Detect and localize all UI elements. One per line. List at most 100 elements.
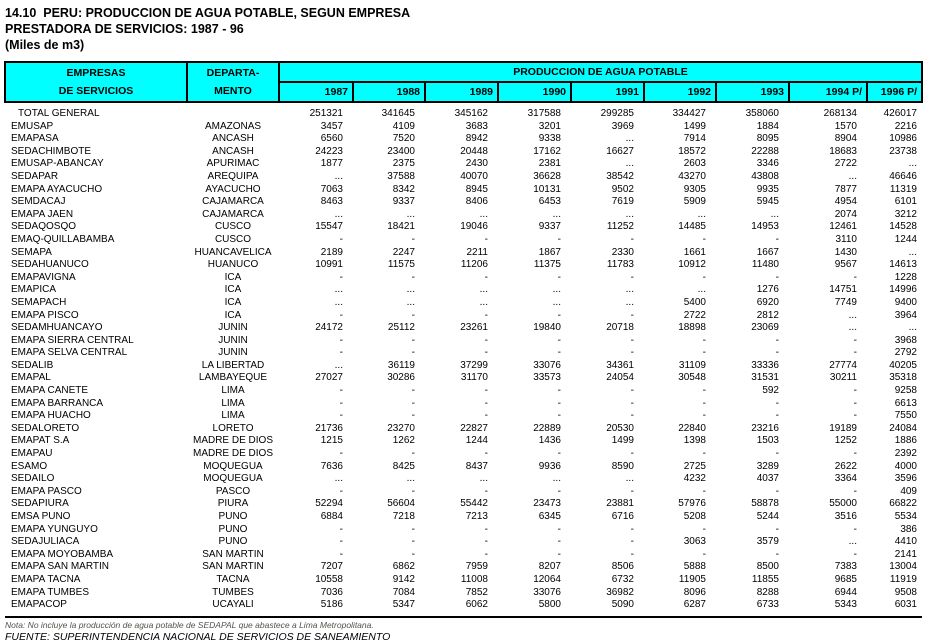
value-cell: 24054 xyxy=(606,372,634,384)
value-cell: 23881 xyxy=(606,498,634,510)
value-cell: 36982 xyxy=(606,586,634,598)
value-cell: 386 xyxy=(900,523,917,535)
value-cell: 3110 xyxy=(835,233,857,245)
value-cell: - xyxy=(484,385,488,397)
empresa-cell: EMUSAP-ABANCAY xyxy=(11,158,104,170)
value-cell: 3683 xyxy=(465,120,488,132)
value-cell: - xyxy=(557,410,561,422)
empresa-cell: EMAPA MOYOBAMBA xyxy=(11,548,114,560)
value-cell: 4410 xyxy=(894,536,917,548)
value-cell: - xyxy=(853,410,857,422)
value-cell: ... xyxy=(334,284,343,296)
departamento-cell: ANCASH xyxy=(212,133,254,145)
empresa-cell: EMSA PUNO xyxy=(11,511,71,522)
value-cell: 4954 xyxy=(834,196,857,208)
value-cell: - xyxy=(853,334,857,346)
value-cell: 6944 xyxy=(834,586,857,598)
value-cell: 33076 xyxy=(533,586,561,598)
departamento-cell: UCAYALI xyxy=(187,599,279,618)
value-cell: 6920 xyxy=(756,296,779,308)
column-header-empresas-line2: DE SERVICIOS xyxy=(58,85,134,97)
value-cell: ... xyxy=(848,309,857,321)
value-cell: ... xyxy=(848,536,857,548)
value-cell: 3969 xyxy=(611,120,634,132)
value-cell: 9337 xyxy=(392,196,415,208)
empresa-cell: EMAPAL xyxy=(11,372,51,384)
departamento-cell: AREQUIPA xyxy=(207,170,259,182)
value-cell: 6062 xyxy=(425,599,498,618)
value-cell: 7036 xyxy=(320,586,343,598)
value-cell: 10991 xyxy=(315,259,343,271)
value-cell: ... xyxy=(697,284,706,296)
value-cell: - xyxy=(630,448,634,460)
value-cell: - xyxy=(339,536,343,548)
value-cell: 1276 xyxy=(756,284,779,296)
value-cell: 1503 xyxy=(756,435,779,447)
value-cell: 7550 xyxy=(894,410,917,422)
value-cell: - xyxy=(702,233,706,245)
value-cell: 7619 xyxy=(611,196,634,208)
empresa-cell: SEDAILO xyxy=(11,473,55,485)
value-cell: 334427 xyxy=(672,108,706,119)
value-cell: 9567 xyxy=(834,259,857,271)
value-cell: - xyxy=(853,397,857,409)
empresa-cell: SEDALIB xyxy=(11,359,54,371)
value-cell: - xyxy=(775,347,779,359)
value-cell: 341645 xyxy=(381,108,415,119)
departamento-cell: TACNA xyxy=(216,573,250,585)
value-cell: 23069 xyxy=(751,322,779,334)
empresa-cell: EMAQ-QUILLABAMBA xyxy=(11,233,115,245)
value-cell: - xyxy=(339,523,343,535)
value-cell: ... xyxy=(697,208,706,220)
value-cell: 14996 xyxy=(889,284,917,296)
value-cell: 11480 xyxy=(751,259,779,271)
value-cell: - xyxy=(775,397,779,409)
value-cell: 14613 xyxy=(889,259,917,271)
value-cell: 7207 xyxy=(320,561,343,573)
empresa-cell: EMAPA SIERRA CENTRAL xyxy=(11,334,134,346)
departamento-cell: LORETO xyxy=(212,422,254,434)
value-cell: 23473 xyxy=(533,498,561,510)
value-cell: 24172 xyxy=(315,322,343,334)
value-cell: - xyxy=(775,334,779,346)
value-cell: 8288 xyxy=(756,586,779,598)
year-header: 1987 xyxy=(278,81,354,103)
value-cell: 18421 xyxy=(387,221,415,233)
value-cell: ... xyxy=(552,296,561,308)
departamento-cell: PIURA xyxy=(217,498,249,510)
value-cell: - xyxy=(411,548,415,560)
value-cell: 5888 xyxy=(683,561,706,573)
value-cell: 23738 xyxy=(889,145,917,157)
empresa-cell: EMAPAVIGNA xyxy=(11,271,76,283)
value-cell: - xyxy=(557,523,561,535)
value-cell: 2330 xyxy=(611,246,634,258)
value-cell: 7218 xyxy=(392,511,415,522)
value-cell: - xyxy=(630,271,634,283)
value-cell: - xyxy=(484,536,488,548)
table-row: EMAPAT S.A MADRE DE DIOS 1215 1262 1244 1436 1… xyxy=(5,435,922,448)
value-cell: - xyxy=(411,536,415,548)
value-cell: 6884 xyxy=(320,511,343,522)
value-cell: 6101 xyxy=(894,196,917,208)
value-cell: - xyxy=(853,448,857,460)
table-row: EMAPA YUNGUYO PUNO - - - - - - - - 386 xyxy=(5,524,922,537)
value-cell: 1667 xyxy=(756,246,779,258)
value-cell: 2622 xyxy=(834,460,857,472)
value-cell: 1570 xyxy=(834,120,857,132)
value-cell: - xyxy=(853,347,857,359)
value-cell: 592 xyxy=(762,385,779,397)
table-row: ESAMO MOQUEGUA 7636 8425 8437 9936 8590 2725 328… xyxy=(5,461,922,474)
value-cell: - xyxy=(630,347,634,359)
value-cell: ... xyxy=(406,208,415,220)
value-cell: 20718 xyxy=(606,322,634,334)
value-cell: - xyxy=(702,548,706,560)
departamento-cell: JUNIN xyxy=(218,347,248,359)
source-line: FUENTE: SUPERINTENDENCIA NACIONAL DE SER… xyxy=(5,630,391,643)
column-header-departamento-line1: DEPARTA- xyxy=(206,67,260,79)
table-row: EMAPA SAN MARTIN SAN MARTIN 7207 6862 7959 82… xyxy=(5,561,922,574)
empresa-cell: EMAPA PISCO xyxy=(11,309,79,321)
departamento-cell: MOQUEGUA xyxy=(203,460,263,472)
value-cell: 17162 xyxy=(533,145,561,157)
departamento-cell: AMAZONAS xyxy=(204,120,262,132)
value-cell: - xyxy=(339,485,343,497)
